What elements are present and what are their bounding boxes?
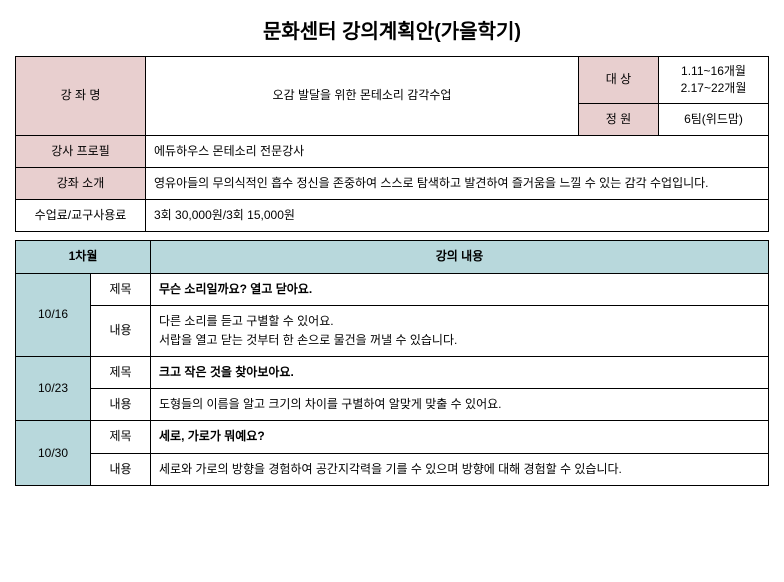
- table-row: 내용 세로와 가로의 방향을 경험하여 공간지각력을 기를 수 있으며 방향에 …: [16, 453, 769, 485]
- session-title-label: 제목: [91, 421, 151, 453]
- instructor-value: 에듀하우스 몬테소리 전문강사: [146, 135, 769, 167]
- capacity-value: 6팀(위드맘): [659, 103, 769, 135]
- info-table: 강 좌 명 오감 발달을 위한 몬테소리 감각수업 대 상 1.11~16개월 …: [15, 56, 769, 232]
- session-content-value: 세로와 가로의 방향을 경험하여 공간지각력을 기를 수 있으며 방향에 대해 …: [151, 453, 769, 485]
- month-header: 1차월: [16, 241, 151, 273]
- target-value: 1.11~16개월 2.17~22개월: [659, 57, 769, 104]
- target-label: 대 상: [579, 57, 659, 104]
- session-content-value: 도형들의 이름을 알고 크기의 차이를 구별하여 알맞게 맞출 수 있어요.: [151, 389, 769, 421]
- instructor-label: 강사 프로필: [16, 135, 146, 167]
- table-row: 10/16 제목 무슨 소리일까요? 열고 닫아요.: [16, 273, 769, 305]
- intro-label: 강좌 소개: [16, 167, 146, 199]
- session-date: 10/23: [16, 357, 91, 421]
- capacity-label: 정 원: [579, 103, 659, 135]
- session-content-value: 다른 소리를 듣고 구별할 수 있어요.서랍을 열고 닫는 것부터 한 손으로 …: [151, 305, 769, 356]
- table-row: 내용 다른 소리를 듣고 구별할 수 있어요.서랍을 열고 닫는 것부터 한 손…: [16, 305, 769, 356]
- fee-value: 3회 30,000원/3회 15,000원: [146, 200, 769, 232]
- session-title-value: 세로, 가로가 뭐예요?: [151, 421, 769, 453]
- fee-label: 수업료/교구사용료: [16, 200, 146, 232]
- intro-value: 영유아들의 무의식적인 흡수 정신을 존중하여 스스로 탐색하고 발견하여 즐거…: [146, 167, 769, 199]
- page-title: 문화센터 강의계획안(가을학기): [15, 15, 769, 44]
- session-content-label: 내용: [91, 305, 151, 356]
- session-date: 10/30: [16, 421, 91, 485]
- session-date: 10/16: [16, 273, 91, 357]
- session-content-label: 내용: [91, 453, 151, 485]
- table-row: 10/30 제목 세로, 가로가 뭐예요?: [16, 421, 769, 453]
- session-title-label: 제목: [91, 273, 151, 305]
- schedule-table: 1차월 강의 내용 10/16 제목 무슨 소리일까요? 열고 닫아요. 내용 …: [15, 240, 769, 486]
- course-name-value: 오감 발달을 위한 몬테소리 감각수업: [146, 57, 579, 136]
- session-title-value: 크고 작은 것을 찾아보아요.: [151, 357, 769, 389]
- session-title-value: 무슨 소리일까요? 열고 닫아요.: [151, 273, 769, 305]
- content-header: 강의 내용: [151, 241, 769, 273]
- session-content-label: 내용: [91, 389, 151, 421]
- course-name-label: 강 좌 명: [16, 57, 146, 136]
- session-title-label: 제목: [91, 357, 151, 389]
- table-row: 내용 도형들의 이름을 알고 크기의 차이를 구별하여 알맞게 맞출 수 있어요…: [16, 389, 769, 421]
- table-row: 10/23 제목 크고 작은 것을 찾아보아요.: [16, 357, 769, 389]
